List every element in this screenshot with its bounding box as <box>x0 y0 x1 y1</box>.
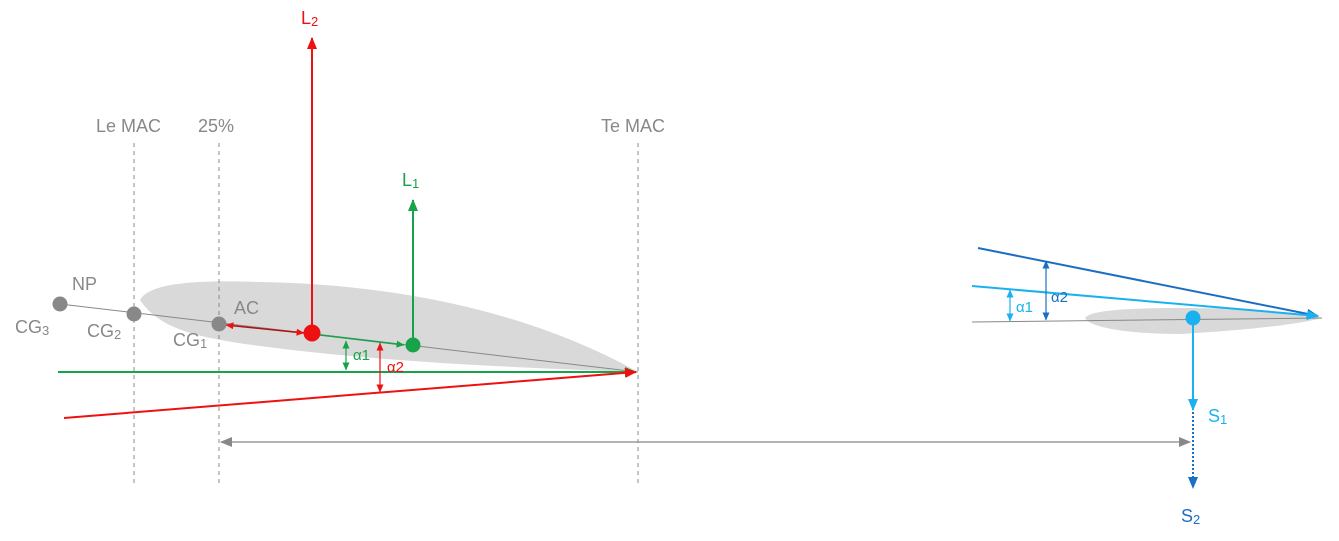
wing-alpha2-label: α2 <box>387 359 404 376</box>
l1-point <box>405 337 421 353</box>
cg2-point <box>126 306 142 322</box>
cg1-label: CG1 <box>173 330 207 351</box>
le-mac-label: Le MAC <box>96 116 161 136</box>
wing-alpha1-label: α1 <box>353 347 370 364</box>
tail-airfoil-shape <box>1085 308 1322 334</box>
tail-chord-line <box>971 317 1323 323</box>
np-point <box>52 296 68 312</box>
tail-alpha1-label: α1 <box>1016 299 1033 316</box>
tail-airflow-alpha2-arrow <box>977 247 1319 319</box>
te-mac-label: Te MAC <box>601 116 665 136</box>
l2-point <box>303 324 321 342</box>
wing-airflow-alpha2-arrow <box>63 367 637 419</box>
quarter-chord-label: 25% <box>198 116 234 136</box>
l2-to-l1-arm <box>319 334 405 348</box>
tail-point <box>1185 310 1201 326</box>
ac-label: AC <box>234 298 259 318</box>
wing-airfoil-shape <box>140 281 638 372</box>
s1-label: S1 <box>1208 406 1227 427</box>
ac-to-l2-arm <box>225 322 305 336</box>
l2-label: L2 <box>301 8 318 29</box>
l1-label: L1 <box>402 170 419 191</box>
np-label: NP <box>72 274 97 294</box>
cg2-label: CG2 <box>87 321 121 342</box>
cg1-ac-point <box>211 316 227 332</box>
s2-label: S2 <box>1181 506 1200 527</box>
cg3-label: CG3 <box>15 317 49 338</box>
tail-alpha2-label: α2 <box>1051 289 1068 306</box>
tail-airflow-alpha1-arrow <box>971 285 1319 321</box>
